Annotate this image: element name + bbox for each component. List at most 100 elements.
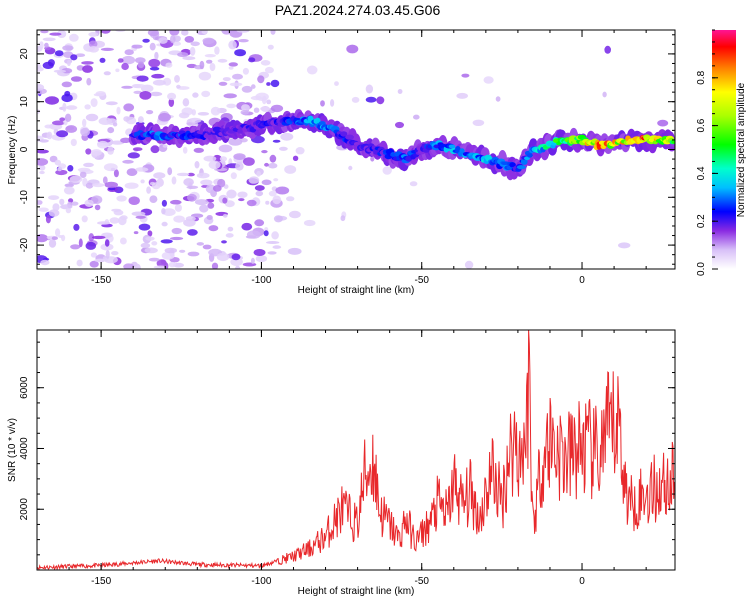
- spectrogram-cell: [228, 138, 243, 146]
- spectrogram-cell: [241, 222, 253, 231]
- spectrogram-cell: [248, 57, 256, 63]
- spectrogram-cell: [55, 228, 61, 237]
- spectrogram-cell: [223, 184, 229, 190]
- spectrogram-cell: [222, 213, 228, 218]
- colorbar: 0.0 0.2 0.4 0.6 0.8 Normalized spectral ampl…: [696, 29, 747, 276]
- spectrogram-cell: [273, 215, 283, 223]
- spectrogram-cell: [112, 122, 118, 127]
- spectrogram-x-axis: -150 -100 -50 0: [36, 30, 647, 286]
- spectrogram-cell: [122, 159, 134, 164]
- spectrogram-cell: [279, 146, 288, 151]
- spectrogram-cell: [109, 217, 120, 224]
- spectrogram-cell: [62, 45, 74, 51]
- spectrogram-y-axis: 20 10 0 -10 -20: [19, 34, 675, 265]
- spectrogram-cell: [69, 175, 83, 183]
- x-tick-label: -150: [91, 275, 111, 286]
- spectrogram-cell: [223, 93, 237, 99]
- spectrogram-cell: [209, 63, 216, 71]
- colorbar-axis: 0.0 0.2 0.4 0.6 0.8: [696, 29, 718, 276]
- spectrogram-cell: [216, 252, 230, 262]
- spectrogram-cell: [238, 198, 245, 202]
- spectrogram-cell: [89, 260, 99, 268]
- spectrogram-cell: [62, 102, 67, 112]
- spectrogram-cell: [61, 234, 66, 242]
- snr-frame: [36, 329, 676, 571]
- spectrogram-cell: [126, 168, 138, 177]
- spectrogram-cell: [81, 215, 88, 223]
- spectrogram-cell: [153, 172, 166, 179]
- spectrogram-cell: [42, 61, 54, 69]
- spectrogram-cell: [107, 127, 115, 134]
- spectrogram-cell: [85, 113, 99, 122]
- spectrogram-cell: [85, 241, 97, 250]
- spectrogram-cell: [162, 208, 176, 217]
- spectrogram-cell: [193, 147, 204, 153]
- spectrogram-cell: [340, 215, 346, 222]
- spectrogram-cell: [44, 124, 53, 129]
- spectrogram-cell: [140, 179, 145, 184]
- spectrogram-cell: [55, 169, 68, 176]
- spectrogram-cell: [105, 250, 110, 259]
- chart-title: PAZ1.2024.274.03.45.G06: [274, 2, 441, 18]
- spectrogram-cell: [272, 195, 282, 205]
- spectrogram-cell: [80, 127, 90, 137]
- spectrogram-cell: [218, 144, 233, 153]
- spectrogram-cell: [120, 137, 131, 143]
- spectrogram-cell: [148, 58, 161, 68]
- colorbar-tick-label: 0.0: [696, 262, 707, 276]
- spectrogram-cell: [194, 199, 209, 206]
- x-tick-label: 0: [579, 576, 585, 587]
- spectrogram-cell: [148, 257, 160, 262]
- spectrogram-cell: [221, 240, 227, 244]
- spectrogram-cell: [176, 84, 181, 89]
- y-tick-label: 2000: [19, 498, 30, 521]
- colorbar-tick-label: 0.2: [696, 214, 707, 228]
- spectrogram-cell: [376, 96, 385, 105]
- spectrogram-cell: [56, 130, 69, 138]
- spectrogram-cell: [46, 131, 53, 140]
- spectrogram-cell: [149, 91, 163, 97]
- spectrogram-cell: [231, 253, 241, 261]
- spectrogram-cell: [160, 239, 173, 244]
- spectrogram-cell: [164, 247, 177, 254]
- spectrogram-cell: [134, 57, 146, 64]
- spectrogram-cell: [105, 101, 118, 106]
- spectrogram-cell: [97, 140, 109, 149]
- spectrogram-cell: [151, 182, 161, 190]
- spectrogram-cell: [205, 184, 216, 194]
- spectrogram-cell: [348, 165, 353, 171]
- spectrogram-cell: [92, 183, 105, 188]
- spectrogram-cell: [395, 121, 404, 129]
- spectrogram-cell: [88, 233, 95, 242]
- spectrogram-cell: [272, 139, 281, 143]
- spectrogram-cell: [171, 176, 177, 185]
- spectrogram-cell: [217, 58, 228, 63]
- spectrogram-cell: [38, 165, 46, 171]
- spectrogram-cell: [65, 207, 72, 214]
- spectrogram-cell: [351, 96, 360, 103]
- y-tick-label: 0: [19, 146, 30, 152]
- spectrogram-cell: [57, 167, 62, 172]
- spectrogram-cell: [37, 83, 45, 91]
- snr-x-axis-title: Height of straight line (km): [298, 586, 415, 597]
- spectrogram-cell: [158, 37, 168, 44]
- spectrogram-cell: [84, 104, 91, 110]
- spectrogram-cell: [93, 93, 105, 97]
- spectrogram-cell: [185, 216, 196, 222]
- spectrogram-cell: [124, 182, 139, 189]
- spectrogram-cell: [229, 82, 243, 87]
- spectrogram-cell: [52, 203, 60, 212]
- spectrogram-cell: [121, 55, 136, 65]
- spectrogram-cell: [260, 60, 271, 66]
- spectrogram-cell: [269, 154, 277, 163]
- spectrogram-cell: [49, 32, 62, 36]
- x-tick-label: -150: [91, 576, 111, 587]
- spectrogram-cell: [224, 200, 235, 208]
- spectrogram-cell: [267, 251, 277, 255]
- spectrogram-cell: [168, 98, 175, 107]
- spectrogram-cell: [48, 239, 57, 248]
- spectrogram-cell: [236, 30, 250, 33]
- spectrogram-cell: [268, 162, 278, 169]
- spectrogram-cell: [144, 247, 158, 254]
